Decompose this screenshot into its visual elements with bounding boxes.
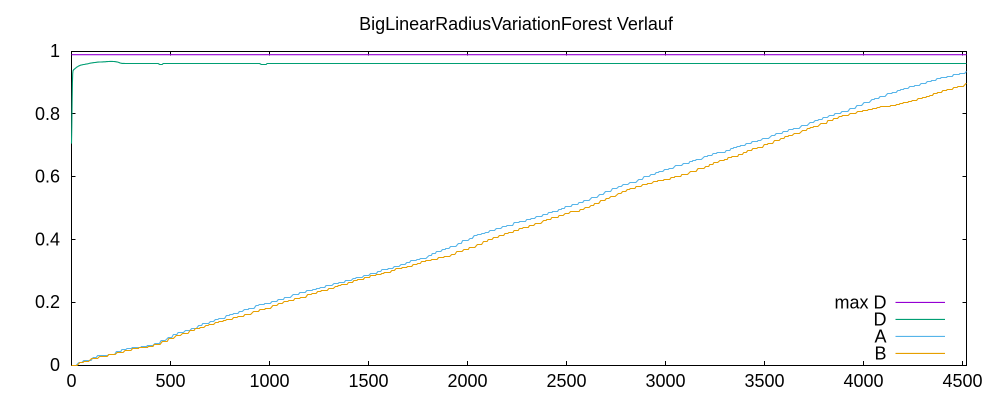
svg-text:0.4: 0.4 — [35, 229, 60, 249]
svg-text:A: A — [874, 326, 886, 346]
svg-text:500: 500 — [155, 371, 185, 391]
svg-text:1500: 1500 — [348, 371, 388, 391]
svg-text:2000: 2000 — [447, 371, 487, 391]
svg-text:4000: 4000 — [843, 371, 883, 391]
svg-text:max D: max D — [834, 292, 886, 312]
svg-text:3500: 3500 — [744, 371, 784, 391]
svg-text:0.2: 0.2 — [35, 292, 60, 312]
svg-text:0.8: 0.8 — [35, 104, 60, 124]
svg-text:D: D — [874, 309, 887, 329]
svg-text:BigLinearRadiusVariationForest: BigLinearRadiusVariationForest Verlauf — [359, 14, 674, 34]
svg-text:4500: 4500 — [942, 371, 982, 391]
svg-text:0.6: 0.6 — [35, 167, 60, 187]
svg-text:2500: 2500 — [546, 371, 586, 391]
svg-text:B: B — [874, 343, 886, 363]
svg-text:1000: 1000 — [249, 371, 289, 391]
svg-text:0: 0 — [50, 355, 60, 375]
svg-text:1: 1 — [50, 41, 60, 61]
svg-text:3000: 3000 — [645, 371, 685, 391]
svg-text:0: 0 — [66, 371, 76, 391]
